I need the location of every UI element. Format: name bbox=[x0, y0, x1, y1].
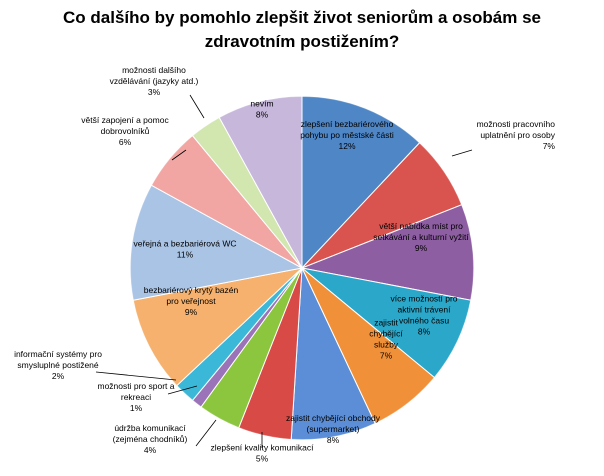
slice-category-label: vzdělávání (jazyky atd.) bbox=[110, 76, 199, 86]
slice-value-label: 9% bbox=[185, 307, 198, 317]
slice-category-label: (supermarket) bbox=[307, 424, 360, 434]
leader-line bbox=[95, 371, 177, 381]
slice-category-label: pohybu po městské části bbox=[300, 130, 394, 140]
pie-slice bbox=[301, 95, 421, 270]
slice-value-label: 8% bbox=[256, 110, 269, 120]
slice-category-label: (zejména chodníků) bbox=[113, 434, 188, 444]
slice-label: zlepšení bezbariérového pohybu po městské… bbox=[300, 119, 394, 151]
pie-slice bbox=[129, 184, 304, 301]
slice-category-label: volného času bbox=[399, 316, 449, 326]
slice-label: informační systémy pro smysluplné postiže… bbox=[14, 349, 102, 381]
slice-value-label: 5% bbox=[256, 454, 269, 464]
slice-value-label: 3% bbox=[148, 87, 161, 97]
slice-category-label: uplatnění pro osoby bbox=[480, 130, 555, 140]
slice-label: větší zapojení a pomoc dobrovolníků 6% bbox=[81, 115, 169, 147]
slice-value-label: 8% bbox=[327, 435, 340, 445]
pie-slice bbox=[300, 204, 475, 301]
slice-label: možnosti pro sport a rekreaci 1% bbox=[97, 381, 174, 413]
slice-category-label: služby bbox=[374, 340, 399, 350]
slice-label: veřejná a bezbariérová WC 11% bbox=[134, 239, 237, 260]
leader-line bbox=[171, 149, 187, 161]
slice-category-label: dobrovolníků bbox=[101, 126, 150, 136]
leader-line bbox=[167, 385, 198, 395]
slice-category-label: rekreaci bbox=[121, 392, 151, 402]
slice-value-label: 12% bbox=[338, 141, 355, 151]
slice-category-label: zlepšení bezbariérového bbox=[301, 119, 394, 129]
slice-category-label: chybějící bbox=[369, 329, 403, 339]
pie-slice bbox=[218, 95, 303, 269]
chart-title-line-1: Co dalšího by pomohlo zlepšit život seni… bbox=[63, 8, 541, 27]
slice-label: bezbariérový krytý bazén pro veřejnost 9% bbox=[144, 285, 239, 317]
leader-line bbox=[189, 94, 205, 119]
slice-label: zajistit chybějící obchody (supermarket) 8… bbox=[286, 413, 381, 445]
chart-title: Co dalšího by pomohlo zlepšit život seni… bbox=[0, 6, 604, 54]
slice-value-label: 9% bbox=[415, 243, 428, 253]
slice-category-label: možnosti pro sport a bbox=[97, 381, 174, 391]
pie-slice bbox=[132, 267, 304, 387]
slice-category-label: aktivní trávení bbox=[398, 305, 452, 315]
leader-line bbox=[451, 149, 473, 157]
slice-value-label: 11% bbox=[177, 250, 194, 260]
slice-category-label: zajistit chybějící obchody bbox=[286, 413, 381, 423]
pie-outline bbox=[129, 95, 475, 441]
slice-label: nevím 8% bbox=[250, 99, 273, 120]
slice-category-label: setkávání a kulturní vyžití bbox=[373, 232, 469, 242]
slice-value-label: 8% bbox=[418, 327, 431, 337]
slice-category-label: možnosti pracovního bbox=[477, 119, 556, 129]
leader-line bbox=[195, 419, 217, 447]
slice-value-label: 7% bbox=[543, 141, 556, 151]
slice-category-label: větší zapojení a pomoc bbox=[81, 115, 169, 125]
slice-category-label: zajistit bbox=[374, 318, 398, 328]
slice-label: zajistit chybějící služby 7% bbox=[369, 318, 403, 361]
slice-category-label: informační systémy pro bbox=[14, 349, 102, 359]
slice-value-label: 1% bbox=[130, 403, 143, 413]
slice-label: možnosti dalšího vzdělávání (jazyky atd.)… bbox=[110, 65, 199, 97]
slice-category-label: smysluplné postižené bbox=[17, 360, 99, 370]
slice-label: více možností pro aktivní trávení volného … bbox=[390, 294, 457, 337]
slice-value-label: 6% bbox=[119, 137, 132, 147]
slice-label: zlepšení kvality komunikací 5% bbox=[211, 443, 315, 464]
slice-category-label: více možností pro bbox=[390, 294, 457, 304]
slice-category-label: nevím bbox=[250, 99, 273, 109]
slice-category-label: veřejná a bezbariérová WC bbox=[134, 239, 237, 249]
slice-category-label: údržba komunikací bbox=[114, 423, 186, 433]
slice-category-label: bezbariérový krytý bazén bbox=[144, 285, 239, 295]
slice-label: větší nabídka míst pro setkávání a kultur… bbox=[373, 221, 469, 253]
slice-category-label: větší nabídka míst pro bbox=[379, 221, 463, 231]
slice-label: údržba komunikací (zejména chodníků) 4% bbox=[113, 423, 188, 455]
slice-category-label: zlepšení kvality komunikací bbox=[211, 443, 315, 453]
slice-value-label: 7% bbox=[380, 351, 393, 361]
slice-label: možnosti pracovního uplatnění pro osoby 7% bbox=[477, 119, 556, 151]
slice-value-label: 4% bbox=[144, 445, 157, 455]
slice-value-label: 2% bbox=[52, 371, 65, 381]
slice-category-label: pro veřejnost bbox=[166, 296, 216, 306]
chart-title-line-2: zdravotním postižením? bbox=[204, 32, 400, 51]
slice-category-label: možnosti dalšího bbox=[122, 65, 186, 75]
